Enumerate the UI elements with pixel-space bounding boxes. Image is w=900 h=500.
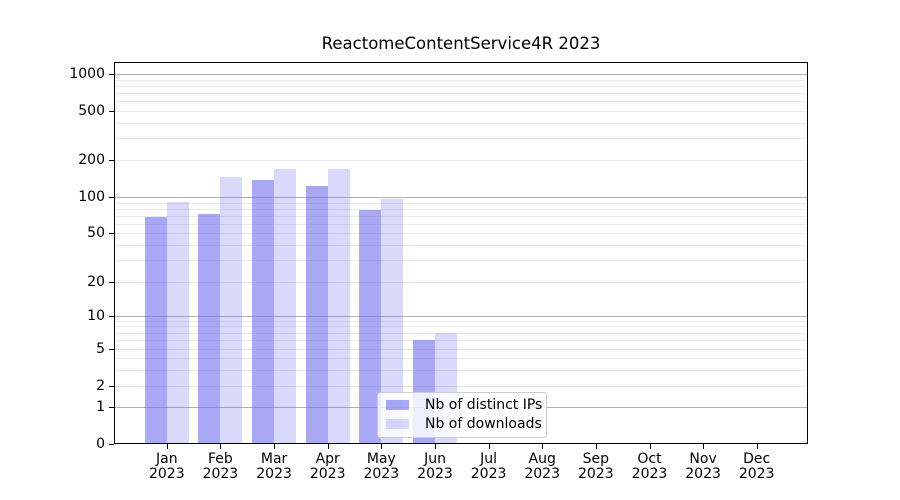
bar-distinct-ips [252,179,275,444]
bar-downloads [166,201,189,444]
y-axis-tick [109,233,114,234]
legend-swatch-distinct-ips [386,400,409,410]
y-axis-tick [109,444,114,445]
y-axis-tick [109,348,114,350]
minor-gridline [114,348,808,350]
legend-label-distinct-ips: Nb of distinct IPs [425,397,543,413]
x-axis-tick-label: Nov 2023 [685,451,721,482]
x-axis-tick [649,444,651,449]
y-axis-tick [109,197,114,198]
y-axis-tick [109,386,114,387]
minor-gridline [114,340,808,341]
x-axis-tick [542,444,544,449]
minor-gridline [114,93,808,94]
major-gridline [114,315,808,317]
y-axis-tick-label: 10 [87,307,105,324]
y-axis-tick-label: 100 [78,189,105,205]
chart-title: ReactomeContentService4R 2023 [321,34,601,53]
y-axis-tick-label: 0 [96,436,105,452]
x-axis-tick-label: Apr 2023 [309,451,346,482]
legend-label-downloads: Nb of downloads [425,416,542,432]
plot-area: 0 1 2 5 10 20 50 100 200 500 1000 Jan 2023 Feb 2023 Mar… [69,62,808,481]
x-axis-tick-label: Oct 2023 [631,451,668,482]
y-axis-tick-label: 500 [78,103,105,119]
bar-distinct-ips [198,214,221,444]
x-axis-tick [220,444,222,449]
legend-item-downloads: Nb of downloads [386,416,542,432]
x-axis-tick-label: Feb 2023 [202,451,239,482]
minor-gridline [114,282,808,283]
y-axis-tick [109,160,114,161]
legend-swatch-downloads [386,419,409,429]
major-gridline [114,74,808,75]
y-axis-tick [109,111,114,112]
y-axis-tick-label: 5 [96,340,105,357]
x-axis-tick [327,444,329,449]
minor-gridline [114,122,808,124]
minor-gridline [114,223,808,225]
minor-gridline [114,244,808,246]
minor-gridline [114,320,808,322]
x-axis-tick-label: Sep 2023 [577,451,614,482]
y-axis-tick-label: 50 [87,225,105,241]
x-axis-tick [166,444,168,449]
major-gridline [114,197,808,198]
bar-distinct-ips [359,209,382,444]
x-axis-tick-label: May 2023 [363,451,400,482]
bar-downloads [327,169,350,444]
y-axis-tick [109,74,114,75]
minor-gridline [114,386,808,387]
y-axis-tick-label: 1000 [69,66,105,82]
bar-downloads [220,177,243,444]
legend: Nb of distinct IPs Nb of downloads [377,392,547,438]
y-axis-tick-label: 20 [87,274,105,290]
minor-gridline [114,111,808,112]
minor-gridline [114,85,808,87]
x-axis-tick [703,444,705,449]
bar-downloads [274,169,297,444]
x-axis-tick-label: Jun 2023 [417,451,453,482]
x-axis-tick [435,444,436,449]
y-axis-tick [109,407,114,409]
x-axis-tick-label: Dec 2023 [738,451,775,482]
x-axis-tick [274,444,276,449]
minor-gridline [114,260,808,262]
minor-gridline [114,101,808,103]
minor-gridline [114,326,808,328]
y-axis-tick-label: 1 [96,399,105,416]
minor-gridline [114,233,808,234]
x-axis-tick-label: Aug 2023 [524,451,560,482]
bar-downloads [381,199,404,444]
x-axis-tick-label: Jan 2023 [148,451,185,482]
minor-gridline [114,332,808,334]
minor-gridline [114,357,808,359]
x-axis-tick [595,444,597,449]
minor-gridline [114,138,808,140]
x-axis-tick-label: Mar 2023 [256,451,292,482]
y-axis-tick [109,315,114,317]
legend-item-distinct-ips: Nb of distinct IPs [386,397,542,413]
y-axis-tick [109,282,114,283]
x-axis-tick [756,444,758,449]
x-axis-tick-label: Jul 2023 [470,451,507,482]
bar-distinct-ips [144,217,167,444]
y-axis-tick-label: 200 [78,152,105,168]
bar-distinct-ips [305,185,328,444]
minor-gridline [114,215,808,217]
minor-gridline [114,160,808,161]
y-axis-tick-label: 2 [96,378,105,394]
x-axis-tick [488,444,490,449]
x-axis-tick [381,444,383,449]
minor-gridline [114,202,808,204]
minor-gridline [114,208,808,210]
minor-gridline [114,369,808,371]
minor-gridline [114,79,808,81]
